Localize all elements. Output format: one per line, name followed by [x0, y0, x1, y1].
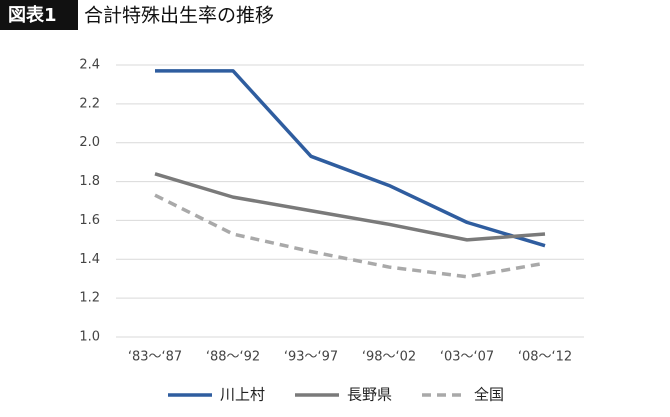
- y-tick-label: 1.6: [79, 213, 100, 228]
- legend-label: 長野県: [347, 386, 392, 404]
- y-tick-label: 2.0: [79, 135, 100, 150]
- series-line: [155, 69, 546, 248]
- legend-label: 全国: [474, 386, 504, 404]
- chart-title: 合計特殊出生率の推移: [84, 5, 274, 27]
- x-tick-label: ‘03～‘07: [440, 350, 494, 365]
- figure-badge: [0, 0, 78, 30]
- x-tick-label: ‘93～‘97: [284, 350, 338, 365]
- y-tick-label: 1.8: [79, 174, 100, 189]
- x-tick-label: ‘08～‘12: [518, 350, 572, 365]
- y-tick-label: 1.2: [79, 291, 100, 306]
- series-line: [154, 172, 546, 242]
- figure-label: 図表1: [8, 4, 57, 26]
- y-tick-label: 2.4: [79, 58, 100, 73]
- y-tick-label: 1.4: [79, 252, 100, 267]
- series-line: [154, 193, 546, 279]
- x-tick-label: ‘98～‘02: [362, 350, 416, 365]
- x-tick-label: ‘83～‘87: [128, 350, 182, 365]
- y-tick-label: 2.2: [79, 96, 100, 111]
- legend-label: 川上村: [220, 386, 265, 404]
- y-tick-label: 1.0: [79, 330, 100, 345]
- x-tick-label: ‘88～‘92: [206, 350, 260, 365]
